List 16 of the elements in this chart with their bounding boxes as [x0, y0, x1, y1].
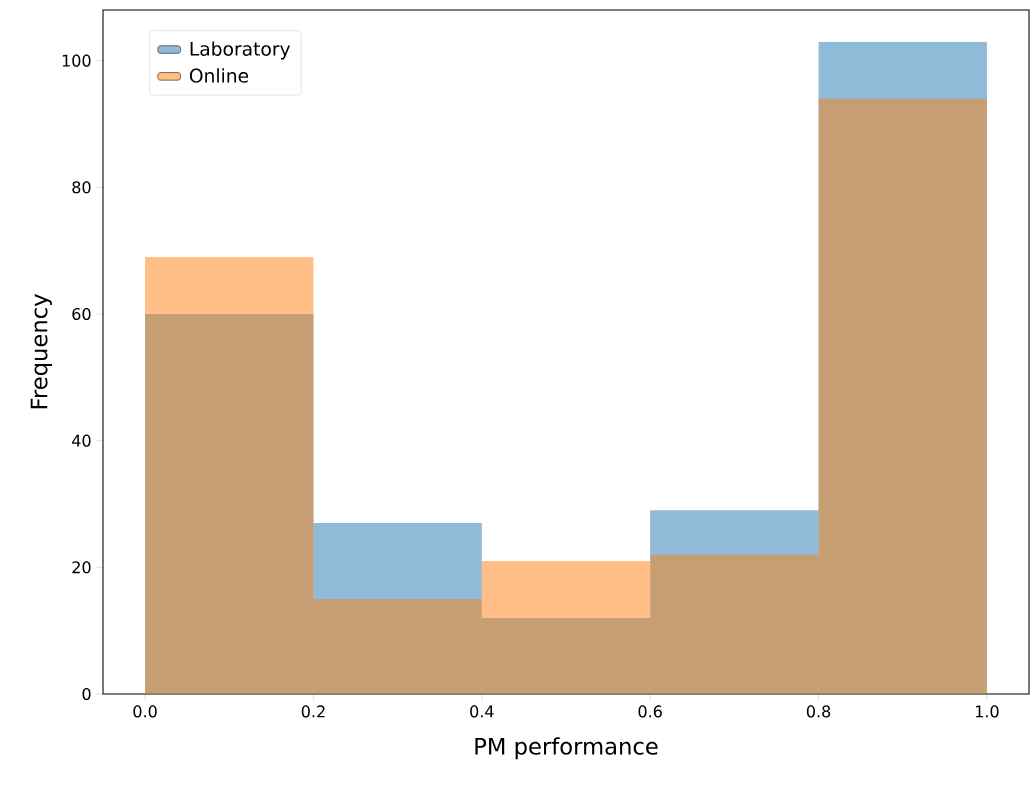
x-tick-label: 0.8 [806, 705, 831, 718]
x-tick-label: 0.2 [301, 705, 325, 718]
y-axis-title: Frequency [30, 294, 52, 409]
y-tick-label: 60 [72, 307, 91, 321]
y-tick-label: 20 [72, 561, 91, 574]
y-tick-label: 80 [72, 181, 91, 194]
x-tick-label: 0.4 [470, 705, 494, 718]
x-tick-label: 1.0 [975, 705, 999, 718]
y-tick-label: 100 [62, 54, 91, 67]
x-axis-title: PM performance [475, 737, 658, 760]
legend-label: Laboratory [190, 41, 291, 60]
legend-label: Online [189, 68, 249, 83]
x-tick-label: 0.6 [638, 705, 662, 718]
y-tick-label: 0 [82, 687, 91, 701]
x-tick-label: 0.0 [133, 705, 157, 718]
y-tick-label: 40 [72, 434, 91, 447]
